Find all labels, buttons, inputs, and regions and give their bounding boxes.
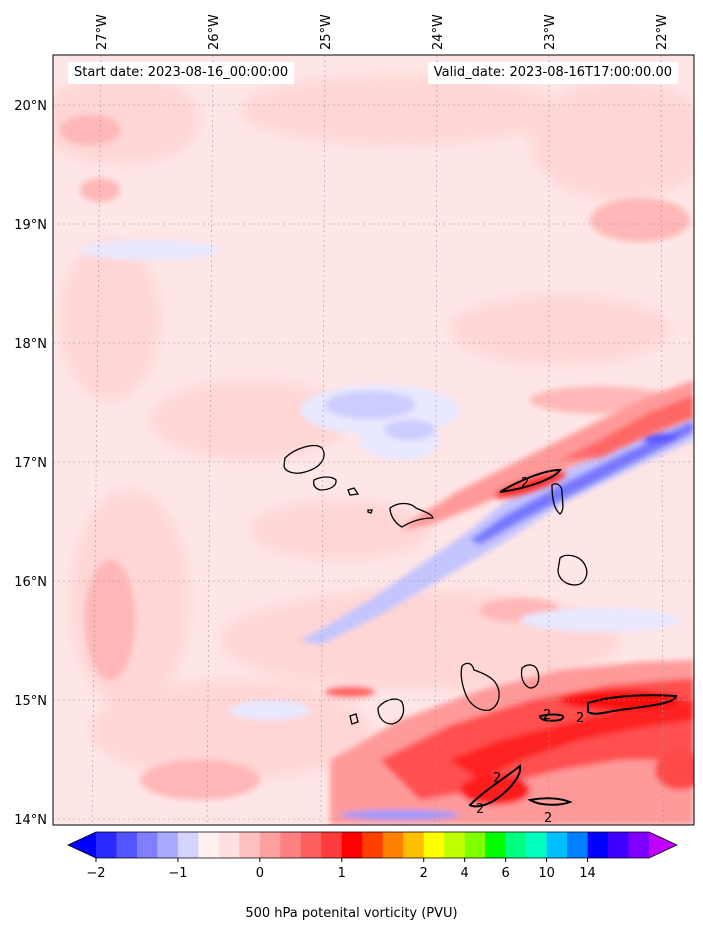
- lon-label: 22°W: [655, 14, 670, 50]
- colorbar-title: 500 hPa potenital vorticity (PVU): [245, 906, 458, 921]
- colorbar-cell: [218, 832, 240, 858]
- lat-label: 17°N: [14, 456, 47, 471]
- colorbar-tick-label: 0: [256, 866, 264, 881]
- contour-label: 2: [493, 771, 501, 786]
- colorbar-cell: [423, 832, 445, 858]
- colorbar-tick-label: 14: [579, 866, 596, 881]
- colorbar-cell: [198, 832, 220, 858]
- colorbar-cell: [628, 832, 650, 858]
- colorbar-tick-label: −1: [168, 866, 187, 881]
- colorbar-cell: [116, 832, 138, 858]
- colorbar-cell: [587, 832, 609, 858]
- colorbar-cell: [382, 832, 404, 858]
- colorbar-tick-label: 10: [538, 866, 555, 881]
- lon-label: 25°W: [319, 14, 334, 50]
- lat-label: 19°N: [14, 218, 47, 233]
- contour-label: 2: [543, 708, 551, 723]
- colorbar-cell: [177, 832, 200, 858]
- valid-date-label: Valid_date: 2023-08-16T17:00:00.00: [427, 62, 678, 84]
- gridlines: [53, 55, 694, 825]
- island-coastlines: [283, 444, 588, 725]
- colorbar-cell: [239, 832, 261, 858]
- colorbar-cell: [280, 832, 302, 858]
- lat-label: 14°N: [14, 813, 47, 828]
- contour-label: 2: [576, 711, 584, 726]
- longitude-labels: 27°W 26°W 25°W 24°W 23°W 22°W: [95, 14, 670, 50]
- lat-label: 15°N: [14, 694, 47, 709]
- lon-label: 24°W: [431, 14, 446, 50]
- latitude-labels: 20°N 19°N 18°N 17°N 16°N 15°N 14°N: [14, 99, 47, 828]
- lat-label: 16°N: [14, 575, 47, 590]
- colorbar-cell: [300, 832, 322, 858]
- colorbar-tick-label: 6: [501, 866, 509, 881]
- colorbar-cell: [403, 832, 425, 858]
- colorbar-cell: [567, 832, 589, 858]
- lat-label: 20°N: [14, 99, 47, 114]
- start-date-label: Start date: 2023-08-16_00:00:00: [68, 62, 295, 84]
- colorbar-cell: [464, 832, 486, 858]
- colorbar-cell: [259, 832, 281, 858]
- colorbar-cell: [444, 832, 466, 858]
- colorbar-cell: [321, 832, 343, 858]
- colorbar-tick-label: −2: [86, 866, 105, 881]
- contour-label: 2: [544, 811, 552, 826]
- map-frame: [52, 54, 695, 826]
- colorbar-min-arrow: [68, 832, 96, 858]
- contour-label: 2: [476, 802, 484, 817]
- colorbar-cell: [136, 832, 159, 858]
- colorbar: −2 −1 0 1 2 4 6 10 14: [67, 831, 678, 881]
- lon-label: 27°W: [95, 14, 110, 50]
- colorbar-cell: [608, 832, 630, 858]
- lon-label: 23°W: [543, 14, 558, 50]
- colorbar-cell: [505, 832, 527, 858]
- colorbar-cell: [341, 832, 363, 858]
- pv-field: [53, 55, 694, 825]
- colorbar-max-arrow: [649, 832, 677, 858]
- contour-label: 2: [521, 476, 529, 491]
- lon-label: 26°W: [207, 14, 222, 50]
- colorbar-tick-label: 1: [338, 866, 346, 881]
- colorbar-tick-label: 4: [461, 866, 469, 881]
- colorbar-cell: [485, 832, 507, 858]
- colorbar-cell: [526, 832, 548, 858]
- colorbar-cell: [157, 832, 179, 858]
- colorbar-tick-label: 2: [420, 866, 428, 881]
- lat-label: 18°N: [14, 337, 47, 352]
- colorbar-cell: [362, 832, 384, 858]
- colorbar-cell: [546, 832, 568, 858]
- colorbar-cell: [96, 832, 118, 858]
